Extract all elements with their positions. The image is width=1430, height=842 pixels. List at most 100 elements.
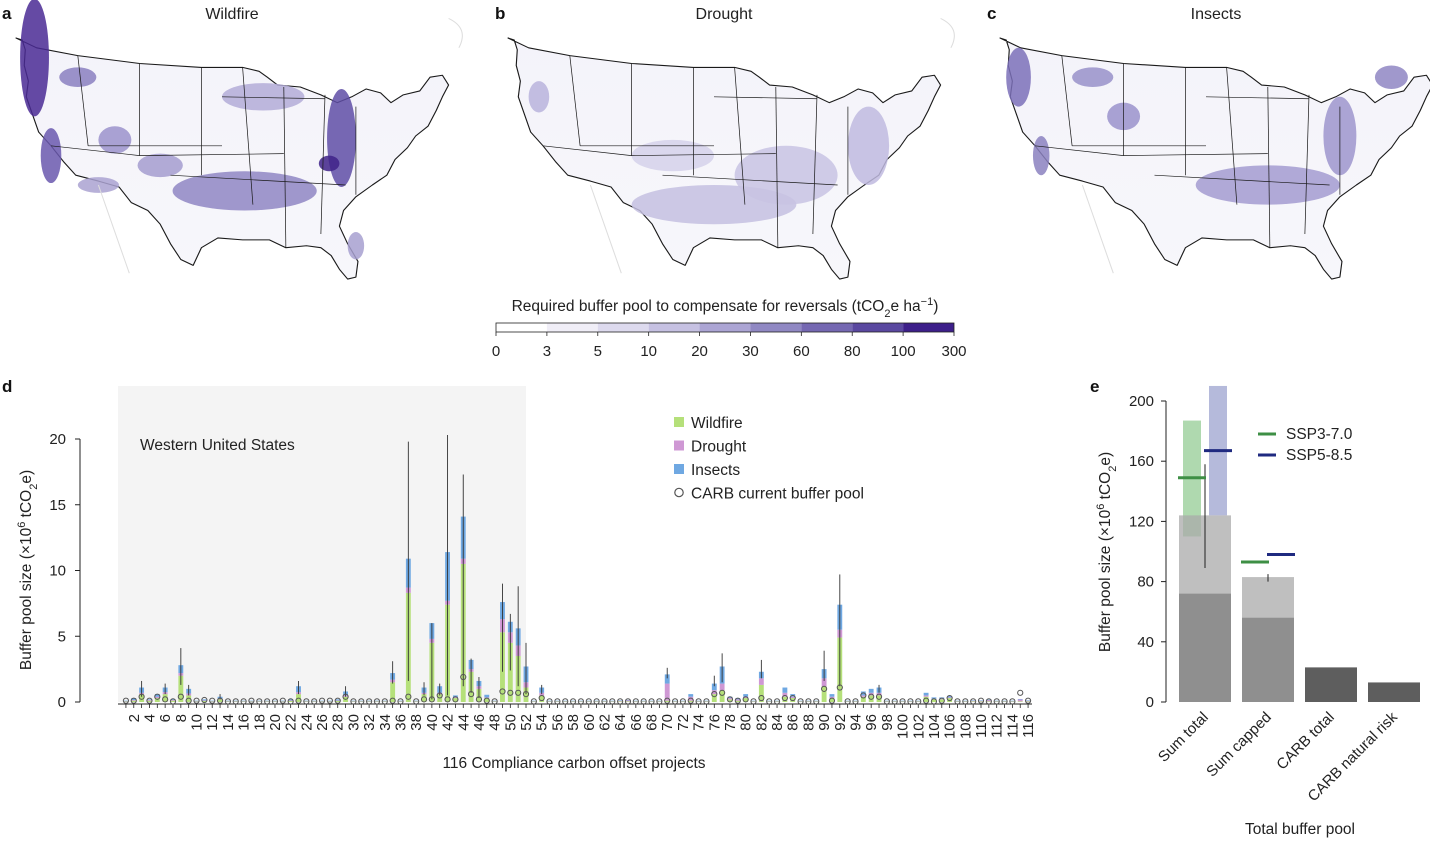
carb-buffer-marker: [538, 694, 545, 702]
d-xtick-label: 108: [957, 714, 974, 739]
wildfire-segment: [452, 698, 458, 702]
e-ylabel: Buffer pool size (×106 tCO2e): [1095, 452, 1119, 652]
d-xtick-label: 22: [283, 714, 300, 731]
wildfire-segment: [711, 694, 717, 702]
drought-segment: [719, 683, 725, 691]
carb-buffer-marker: [436, 692, 443, 699]
insects-segment: [570, 700, 576, 702]
map-title-insects: Insects: [1191, 6, 1242, 23]
risk-region: [20, 0, 49, 117]
d-ytick-label: 20: [49, 431, 66, 448]
drought-segment: [829, 696, 835, 699]
d-xlabel: 116 Compliance carbon offset projects: [442, 755, 705, 772]
carb-buffer-marker: [758, 694, 765, 702]
wildfire-segment: [201, 700, 207, 702]
drought-segment: [649, 701, 654, 702]
drought-segment: [241, 701, 247, 702]
drought-segment: [884, 701, 890, 702]
wildfire-segment: [939, 699, 945, 702]
carb-buffer-marker: [420, 696, 428, 703]
wildfire-segment: [892, 701, 898, 702]
colorbar-tick-label: 300: [941, 343, 966, 360]
carb-buffer-marker: [742, 696, 749, 703]
d-xtick-label: 10: [189, 714, 206, 731]
legend-carb-icon: [674, 487, 684, 498]
carb-buffer-marker: [907, 698, 914, 705]
drought-segment: [955, 701, 960, 702]
insects-segment: [586, 700, 592, 702]
d-xtick-label: 110: [973, 714, 990, 738]
wildfire-segment: [955, 701, 960, 702]
wildfire-segment: [915, 701, 921, 702]
map-panel-a: a Wildfire: [2, 4, 259, 23]
drought-segment: [249, 701, 254, 702]
carb-buffer-marker: [601, 698, 608, 705]
state-border: [1154, 174, 1330, 186]
drought-segment: [680, 701, 686, 702]
d-xtick-label: 48: [487, 714, 504, 731]
drought-segment: [625, 700, 631, 702]
d-xtick-label: 34: [377, 714, 394, 731]
drought-segment: [547, 701, 552, 702]
carb-buffer-marker: [240, 698, 247, 705]
d-xtick-label: 24: [298, 714, 315, 731]
drought-segment: [813, 701, 819, 702]
panel-label-d: d: [2, 377, 12, 396]
state-border: [221, 96, 326, 100]
state-border: [542, 145, 632, 156]
wildfire-segment: [492, 701, 498, 702]
carb-buffer-marker: [577, 698, 585, 705]
state-border: [1123, 153, 1268, 156]
bar-carb-natural-risk: [1368, 682, 1420, 702]
carb-buffer-marker: [891, 698, 898, 705]
carb-buffer-marker: [860, 692, 867, 699]
insects-segment: [288, 699, 294, 701]
insects-segment: [735, 698, 741, 700]
d-xtick-label: 92: [832, 714, 849, 731]
carb-buffer-marker: [868, 693, 875, 700]
carb-buffer-marker: [303, 698, 310, 705]
drought-segment: [962, 701, 968, 702]
colorbar-cell: [597, 323, 649, 332]
drought-segment: [1002, 701, 1007, 702]
d-xtick-label: 90: [816, 714, 833, 731]
wildfire-segment: [398, 701, 403, 702]
insects-segment: [947, 696, 953, 698]
insects-segment: [931, 697, 937, 699]
insects-segment: [711, 683, 717, 691]
d-xtick-label: 28: [330, 714, 347, 731]
wildfire-segment: [288, 700, 294, 702]
insects-segment: [853, 700, 858, 702]
d-xtick-label: 116: [1020, 714, 1037, 738]
e-category-label: CARB total: [1273, 709, 1337, 773]
wildfire-segment: [554, 701, 560, 702]
carb-buffer-marker: [899, 698, 906, 705]
carb-buffer-marker: [797, 698, 804, 705]
wildfire-segment: [1025, 701, 1031, 702]
drought-segment: [994, 701, 1000, 702]
carb-buffer-marker: [648, 698, 655, 705]
carb-buffer-marker: [389, 697, 396, 704]
wildfire-segment: [272, 701, 278, 702]
us-outline: [15, 37, 450, 280]
wildfire-segment: [256, 701, 262, 702]
carb-buffer-marker: [318, 697, 326, 704]
insects-segment: [547, 700, 552, 702]
drought-segment: [892, 701, 898, 702]
drought-segment: [766, 701, 772, 702]
carb-buffer-marker: [617, 698, 624, 705]
insects-segment: [327, 700, 333, 702]
e-ytick-label: 80: [1137, 574, 1154, 591]
drought-segment: [366, 701, 372, 702]
d-xtick-label: 6: [157, 714, 174, 722]
insects-segment: [688, 694, 694, 697]
carb-buffer-marker: [224, 698, 232, 705]
drought-segment: [350, 701, 356, 702]
colorbar: Required buffer pool to compensate for r…: [492, 296, 967, 360]
wildfire-segment: [547, 701, 552, 702]
colorbar-tick-label: 3: [543, 343, 551, 360]
d-ytick-label: 10: [49, 563, 66, 580]
carb-buffer-marker: [209, 697, 216, 704]
drought-segment: [123, 701, 129, 702]
